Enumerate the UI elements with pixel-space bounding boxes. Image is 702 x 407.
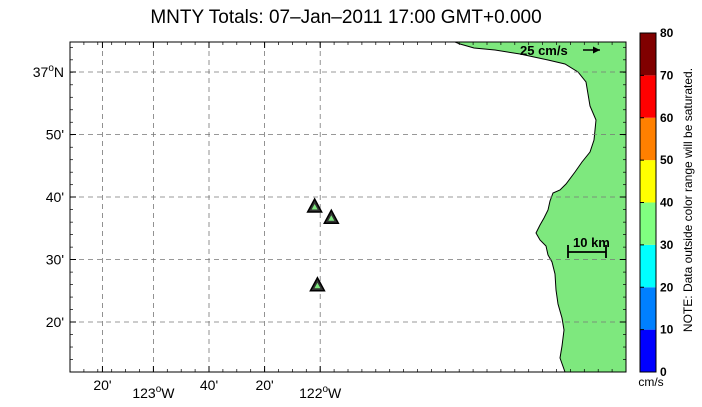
y-axis-labels: 37oN 50' 40' 30' 20' xyxy=(33,63,64,330)
reference-vector-label: 25 cm/s xyxy=(520,43,568,58)
map-panel: 25 cm/s 10 km xyxy=(69,41,627,373)
x-tick-label: 40' xyxy=(200,377,218,393)
y-tick-label: 37oN xyxy=(33,63,64,80)
colorbar-segment xyxy=(640,33,656,76)
colorbar-tick-label: 20 xyxy=(660,280,674,294)
chart-title: MNTY Totals: 07–Jan–2011 17:00 GMT+0.000 xyxy=(150,7,541,28)
station-markers xyxy=(306,197,340,292)
scale-bar: 10 km xyxy=(567,235,610,258)
y-tick-label: 50' xyxy=(46,127,64,143)
colorbar-frame xyxy=(639,32,657,373)
colorbar-segment xyxy=(640,117,656,161)
x-tick-label: 20' xyxy=(255,377,273,393)
colorbar-tick-label: 70 xyxy=(660,68,674,82)
colorbar-tick-label: 0 xyxy=(660,365,667,379)
x-tick-label: 122oW xyxy=(299,384,342,401)
colorbar-tick-label: 10 xyxy=(660,323,674,337)
x-tick-label: 123oW xyxy=(132,384,175,401)
x-tick-label: 20' xyxy=(93,377,111,393)
reference-vector-arrowhead xyxy=(593,46,600,54)
colorbar-segment xyxy=(640,160,656,203)
axis-ticks xyxy=(69,42,627,373)
coastline-land xyxy=(454,41,627,373)
y-tick-label: 30' xyxy=(46,252,64,268)
station-marker-inner xyxy=(311,204,318,210)
y-tick-label: 20' xyxy=(46,314,64,330)
colorbar-tick-label: 40 xyxy=(660,196,674,210)
y-tick-label: 40' xyxy=(46,189,64,205)
x-axis-labels: 20' 123oW 40' 20' 122oW xyxy=(93,377,342,401)
grid-lines xyxy=(70,42,626,372)
colorbar-tick-label: 60 xyxy=(660,111,674,125)
colorbar-segment xyxy=(640,287,656,330)
colorbar-tick-label: 80 xyxy=(660,26,674,40)
station-marker-inner xyxy=(314,282,321,289)
scale-bar-label: 10 km xyxy=(573,235,610,250)
colorbar-unit: cm/s xyxy=(638,375,663,389)
reference-vector: 25 cm/s xyxy=(520,43,600,58)
colorbar: 0 10 20 30 40 50 60 70 80 cm/s NOTE: Data outsid… xyxy=(638,26,695,389)
colorbar-segment xyxy=(640,329,656,372)
plot-background xyxy=(70,42,626,372)
station-marker-inner xyxy=(328,215,335,221)
colorbar-tick-label: 30 xyxy=(660,238,674,252)
colorbar-segment xyxy=(640,202,656,245)
colorbar-segment xyxy=(640,75,656,118)
colorbar-segment xyxy=(640,244,656,288)
colorbar-note: NOTE: Data outside color range will be s… xyxy=(681,68,695,332)
colorbar-tick-label: 50 xyxy=(660,153,674,167)
colorbar-tick-labels: 0 10 20 30 40 50 60 70 80 xyxy=(660,26,674,379)
colorbar-segments xyxy=(640,32,656,373)
